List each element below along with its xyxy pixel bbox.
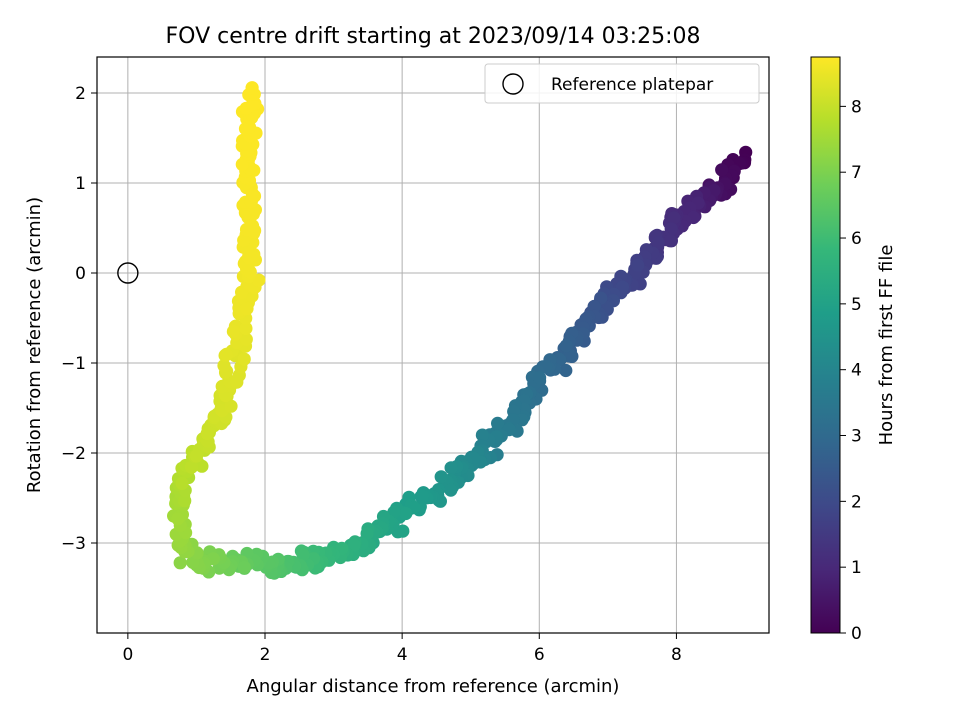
x-axis-ticks: 0 2 4 6 8 [122,633,682,665]
y-tick-label: 1 [75,174,86,194]
colorbar-tick-label: 8 [851,97,862,117]
y-tick-label: −3 [61,534,86,554]
legend: Reference platepar [484,63,760,104]
data-point [217,359,231,373]
data-point [559,339,573,353]
data-point [173,556,187,570]
colorbar-tick-label: 2 [851,492,862,512]
colorbar-ticks: 0 1 2 3 4 5 6 7 8 [840,97,862,644]
x-tick-label: 2 [260,645,271,665]
data-point [667,211,681,225]
colorbar-tick-label: 4 [851,361,862,381]
data-point [239,332,253,346]
colorbar-label: Hours from first FF file [876,245,897,446]
colorbar-tick-label: 1 [851,558,862,578]
legend-entry-label: Reference platepar [551,75,713,95]
colorbar-tick-label: 6 [851,229,862,249]
reference-point-marker [117,262,139,284]
data-point [195,459,209,473]
y-axis-ticks: −3 −2 −1 0 1 2 [61,84,97,554]
y-axis-label: Rotation from reference (arcmin) [24,197,45,493]
data-point [184,460,199,474]
data-point [237,352,251,366]
colorbar-tick-label: 7 [851,163,862,183]
data-point [444,483,458,497]
data-point [587,300,601,314]
colorbar [810,56,841,634]
x-tick-label: 6 [534,645,545,665]
data-point [226,324,240,339]
data-point [237,560,251,575]
plot-frame [96,56,770,634]
data-point [245,219,260,233]
data-point [444,461,458,475]
data-point [663,234,677,248]
colorbar-tick-label: 5 [851,295,862,315]
data-point [240,302,254,316]
data-point [178,494,192,508]
colorbar-tick-label: 3 [851,427,862,447]
y-tick-label: −2 [61,444,86,464]
data-point [219,347,233,361]
y-tick-label: 2 [75,84,86,104]
data-point [491,416,505,430]
data-point [475,428,489,442]
data-point [245,81,259,95]
data-point [189,449,204,463]
y-tick-label: −1 [61,354,86,374]
data-point [715,163,729,177]
data-point [651,236,665,250]
data-point [360,526,374,541]
data-points [167,81,753,580]
data-point [175,476,189,490]
legend-marker-open-circle [502,73,524,95]
colorbar-tick-label: 0 [851,624,862,644]
data-point [171,512,185,526]
data-point [247,189,262,203]
data-point [631,258,645,272]
data-point [399,506,413,521]
data-point [415,489,429,503]
data-point [239,321,253,336]
data-point [434,470,448,484]
legend-box [484,63,760,104]
data-point [347,538,361,552]
x-tick-label: 4 [397,645,408,665]
chart-title: FOV centre drift starting at 2023/09/14 … [166,24,701,49]
x-axis-label: Angular distance from reference (arcmin) [247,676,620,697]
x-tick-label: 0 [122,645,133,665]
data-point [533,371,547,385]
x-tick-label: 8 [671,645,682,665]
data-point [664,222,678,236]
data-point [252,273,266,287]
data-point [559,363,573,378]
y-tick-label: 0 [75,264,86,284]
data-point [296,548,310,562]
